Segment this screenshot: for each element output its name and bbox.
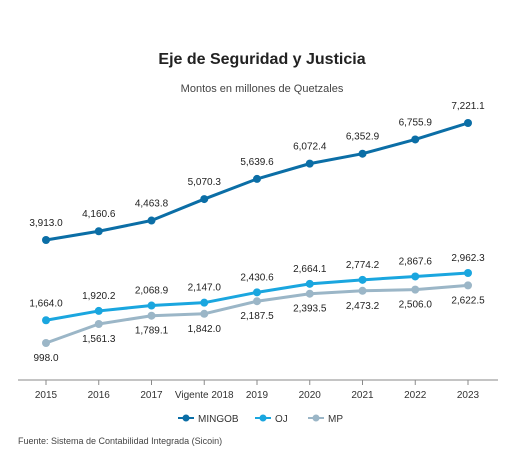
data-point-oj	[253, 288, 261, 297]
data-point-oj	[411, 272, 420, 281]
legend-label: OJ	[275, 414, 288, 425]
legend-swatch-marker	[182, 414, 190, 422]
legend-item-mingob: MINGOB	[178, 414, 239, 425]
data-label-mingob: 5,639.6	[240, 157, 274, 168]
data-point-mp	[253, 297, 261, 306]
data-point-mp	[464, 281, 472, 290]
data-label-mingob: 6,352.9	[346, 132, 380, 143]
x-tick-label: 2021	[351, 390, 374, 401]
chart-subtitle: Montos en millones de Quetzales	[181, 83, 344, 95]
x-tick-label: 2019	[246, 390, 269, 401]
data-point-mp	[94, 320, 103, 328]
data-label-mp: 998.0	[33, 353, 58, 364]
data-point-mingob	[42, 236, 50, 244]
data-label-mingob: 6,755.9	[399, 117, 433, 128]
data-label-mp: 1,561.3	[82, 334, 116, 345]
legend-label: MINGOB	[198, 414, 239, 425]
data-point-oj	[358, 275, 367, 284]
data-label-oj: 2,962.3	[451, 253, 485, 264]
data-label-oj: 2,068.9	[135, 286, 169, 297]
data-point-mp	[42, 339, 50, 347]
legend-item-oj: OJ	[255, 414, 288, 425]
data-label-oj: 2,147.0	[188, 283, 222, 294]
data-point-mingob	[94, 227, 103, 236]
data-point-mp	[358, 286, 367, 295]
legend: MINGOB OJ MP	[178, 414, 343, 425]
data-point-oj	[305, 279, 314, 288]
x-tick-label: 2023	[457, 390, 480, 401]
x-tick-label: 2022	[404, 390, 427, 401]
data-point-mingob	[253, 174, 261, 183]
legend-swatch-marker	[312, 414, 320, 422]
data-label-mp: 1,789.1	[135, 326, 169, 337]
data-label-mp: 2,473.2	[346, 301, 380, 312]
data-point-mp	[305, 289, 314, 298]
data-label-mp: 2,622.5	[451, 295, 485, 306]
data-label-oj: 2,774.2	[346, 260, 380, 271]
x-tick-label: Vigente 2018	[175, 390, 234, 401]
data-point-oj	[200, 298, 209, 307]
data-label-mingob: 4,160.6	[82, 209, 116, 220]
data-point-mp	[200, 309, 209, 318]
series-mingob: 3,913.0 4,160.6 4,463.8 5,070.3 5,639.6 6,072…	[29, 101, 485, 244]
data-point-oj	[464, 269, 472, 277]
data-label-oj: 2,867.6	[399, 256, 433, 267]
data-point-oj	[42, 316, 50, 325]
legend-swatch-marker	[259, 414, 267, 422]
data-label-mp: 2,393.5	[293, 304, 327, 315]
data-point-mp	[147, 311, 156, 320]
data-label-oj: 1,920.2	[82, 291, 116, 302]
data-label-mingob: 5,070.3	[188, 177, 222, 188]
data-label-mingob: 4,463.8	[135, 199, 169, 210]
data-point-mingob	[305, 159, 314, 168]
series-oj: 1,664.0 1,920.2 2,068.9 2,147.0 2,430.6 2,664…	[29, 253, 485, 325]
source-note: Fuente: Sistema de Contabilidad Integrad…	[18, 436, 222, 446]
data-label-oj: 2,430.6	[240, 272, 274, 283]
data-point-mingob	[147, 216, 156, 225]
data-point-oj	[147, 301, 156, 310]
data-label-mingob: 6,072.4	[293, 142, 327, 153]
data-label-mingob: 7,221.1	[451, 101, 485, 112]
x-tick-label: 2015	[35, 390, 58, 401]
data-label-mp: 1,842.0	[188, 324, 222, 335]
data-label-oj: 1,664.0	[29, 298, 63, 309]
legend-label: MP	[328, 414, 343, 425]
data-label-oj: 2,664.1	[293, 264, 327, 275]
data-label-mp: 2,187.5	[240, 311, 274, 322]
x-axis: 2015 2016 2017 Vigente 2018 2019 2020 2021 2022…	[18, 379, 498, 401]
data-point-mingob	[411, 135, 420, 144]
legend-item-mp: MP	[308, 414, 343, 425]
x-tick-label: 2016	[88, 390, 111, 401]
x-tick-label: 2020	[299, 390, 322, 401]
data-label-mp: 2,506.0	[399, 300, 433, 311]
data-point-mingob	[200, 195, 209, 204]
data-point-mingob	[358, 149, 367, 158]
data-label-mingob: 3,913.0	[29, 218, 63, 229]
plot-area: 3,913.0 4,160.6 4,463.8 5,070.3 5,639.6 6,072…	[29, 101, 485, 364]
x-tick-label: 2017	[140, 390, 163, 401]
series-mp: 998.0 1,561.3 1,789.1 1,842.0 2,187.5 2,393.5…	[33, 281, 485, 364]
data-point-mp	[411, 285, 420, 294]
data-point-mingob	[464, 119, 472, 127]
data-point-oj	[94, 306, 103, 315]
chart-title: Eje de Seguridad y Justicia	[158, 51, 365, 68]
